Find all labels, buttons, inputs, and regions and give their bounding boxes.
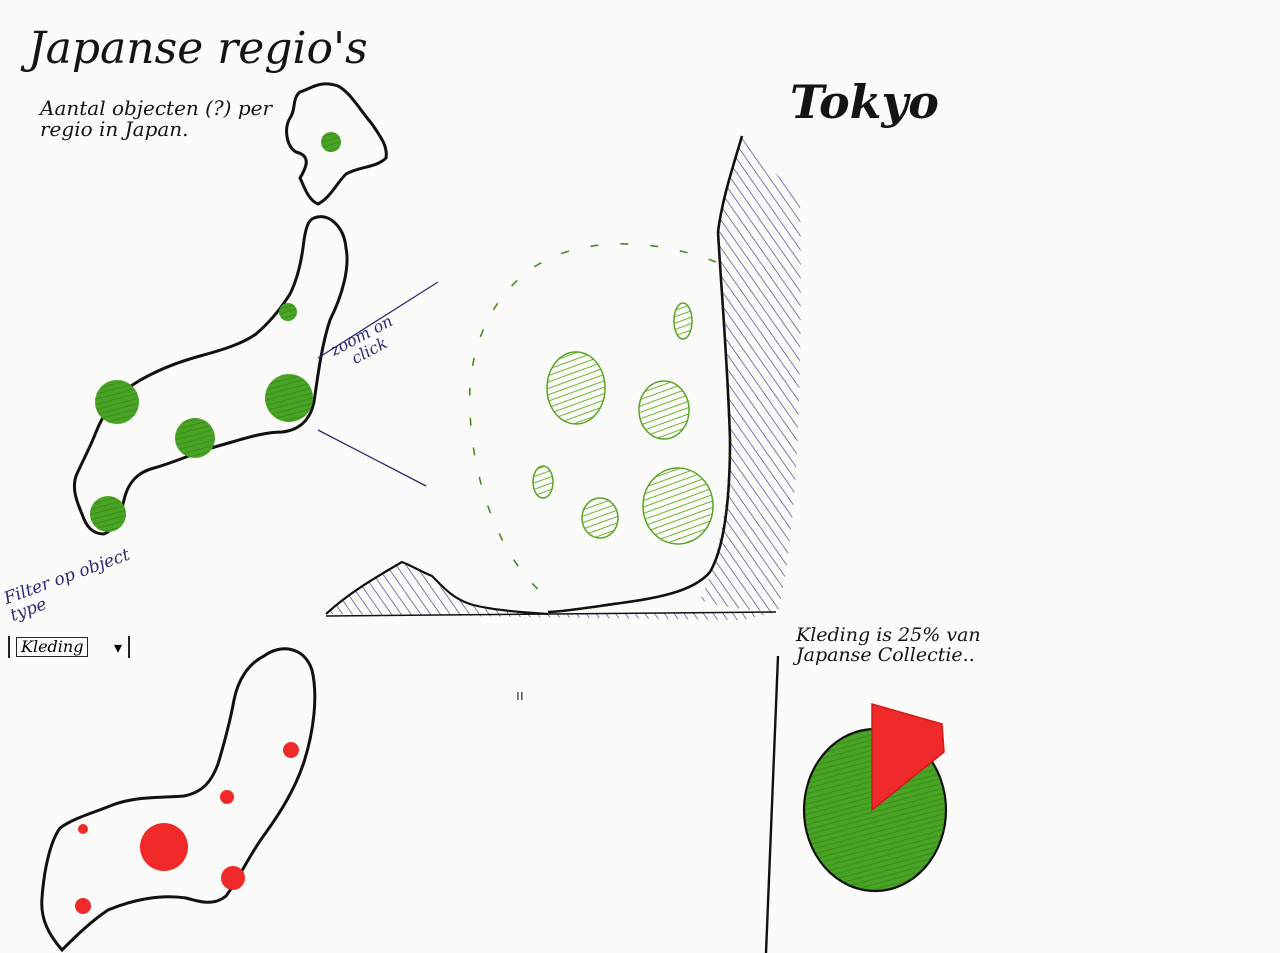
region-chugoku[interactable] [95, 380, 139, 424]
detail-title: Tokyo [790, 75, 939, 129]
japan-map[interactable] [72, 82, 388, 536]
stray-mark: ıı [516, 688, 524, 704]
filtered-japan-map[interactable] [40, 647, 317, 953]
filtered-region-1[interactable] [283, 742, 299, 758]
tokyo-bay-edge [325, 560, 549, 616]
region-tohoku[interactable] [279, 303, 297, 321]
tokyo-coastline [547, 135, 744, 614]
filtered-region-4[interactable] [221, 866, 245, 890]
filtered-region-2[interactable] [220, 790, 234, 804]
panel-divider [764, 655, 780, 953]
filtered-region-6[interactable] [75, 898, 91, 914]
zoom-line-bottom [317, 429, 427, 487]
filtered-region-3[interactable] [140, 823, 188, 871]
filtered-map-outline [40, 647, 317, 953]
page-subtitle: Aantal objecten (?) per regio in Japan. [40, 96, 273, 141]
district-1[interactable] [546, 351, 606, 425]
district-6[interactable] [642, 467, 714, 545]
filtered-region-5[interactable] [78, 824, 88, 834]
region-kanto[interactable] [265, 374, 313, 422]
region-kinki[interactable] [175, 418, 215, 458]
tokyo-land-hatch [326, 136, 801, 620]
honshu-outline [72, 215, 349, 536]
district-3[interactable] [638, 380, 690, 440]
pie-caption: Kleding is 25% van Japanse Collectie.. [796, 624, 981, 666]
tokyo-baseline [325, 611, 777, 617]
district-2[interactable] [673, 302, 693, 340]
pie-kleding-slice[interactable] [871, 703, 945, 812]
region-hokkaido[interactable] [321, 132, 341, 152]
object-type-selected-value: Kleding [16, 637, 89, 657]
district-5[interactable] [581, 497, 619, 539]
tokyo-detail-map[interactable] [325, 135, 801, 620]
chevron-down-icon: ▾ [113, 637, 122, 657]
zoom-line-top [317, 281, 439, 359]
region-kyushu[interactable] [90, 496, 126, 532]
hokkaido-outline [285, 82, 388, 206]
object-type-select[interactable]: Kleding ▾ [8, 636, 130, 658]
page-title: Japanse regio's [28, 23, 368, 74]
collection-pie[interactable] [802, 703, 948, 893]
district-4[interactable] [532, 465, 554, 499]
